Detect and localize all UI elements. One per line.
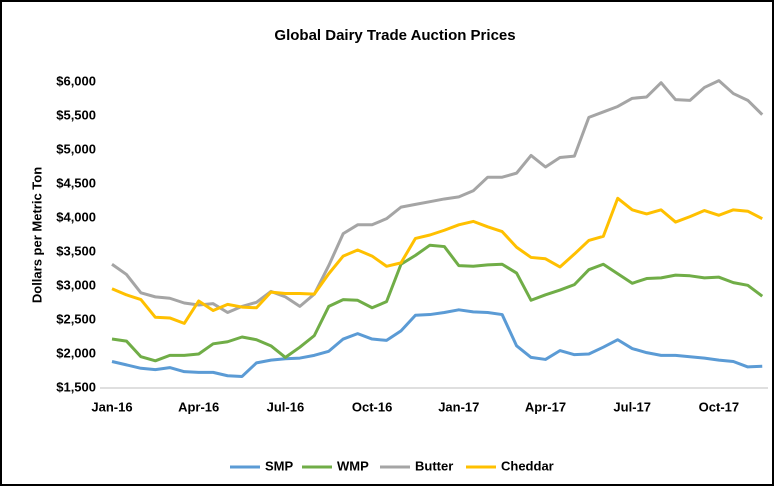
y-tick-label: $5,500 <box>56 107 96 122</box>
y-tick-label: $1,500 <box>56 379 96 394</box>
y-tick-label: $4,000 <box>56 209 96 224</box>
series-line <box>111 196 763 325</box>
y-tick-label: $4,500 <box>56 175 96 190</box>
legend-label: SMP <box>265 458 294 473</box>
chart-title: Global Dairy Trade Auction Prices <box>274 27 515 44</box>
y-tick-label: $3,000 <box>56 277 96 292</box>
y-tick-label: $2,500 <box>56 311 96 326</box>
series-line <box>111 243 764 363</box>
series-line <box>111 308 763 378</box>
x-tick-label: Jan-16 <box>91 399 132 414</box>
x-tick-label: Apr-16 <box>178 399 219 414</box>
x-tick-label: Apr-17 <box>525 399 566 414</box>
y-tick-label: $3,500 <box>56 243 96 258</box>
legend-label: Butter <box>415 458 453 473</box>
x-tick-label: Jan-17 <box>438 399 479 414</box>
y-axis-label: Dollars per Metric Ton <box>29 167 44 303</box>
x-tick-label: Oct-16 <box>352 399 392 414</box>
x-tick-label: Oct-17 <box>699 399 739 414</box>
legend-label: WMP <box>337 458 369 473</box>
legend-label: Cheddar <box>501 458 554 473</box>
x-tick-label: Jul-16 <box>267 399 305 414</box>
y-tick-label: $6,000 <box>56 73 96 88</box>
x-tick-label: Jul-17 <box>613 399 651 414</box>
y-tick-label: $2,000 <box>56 345 96 360</box>
y-tick-label: $5,000 <box>56 141 96 156</box>
